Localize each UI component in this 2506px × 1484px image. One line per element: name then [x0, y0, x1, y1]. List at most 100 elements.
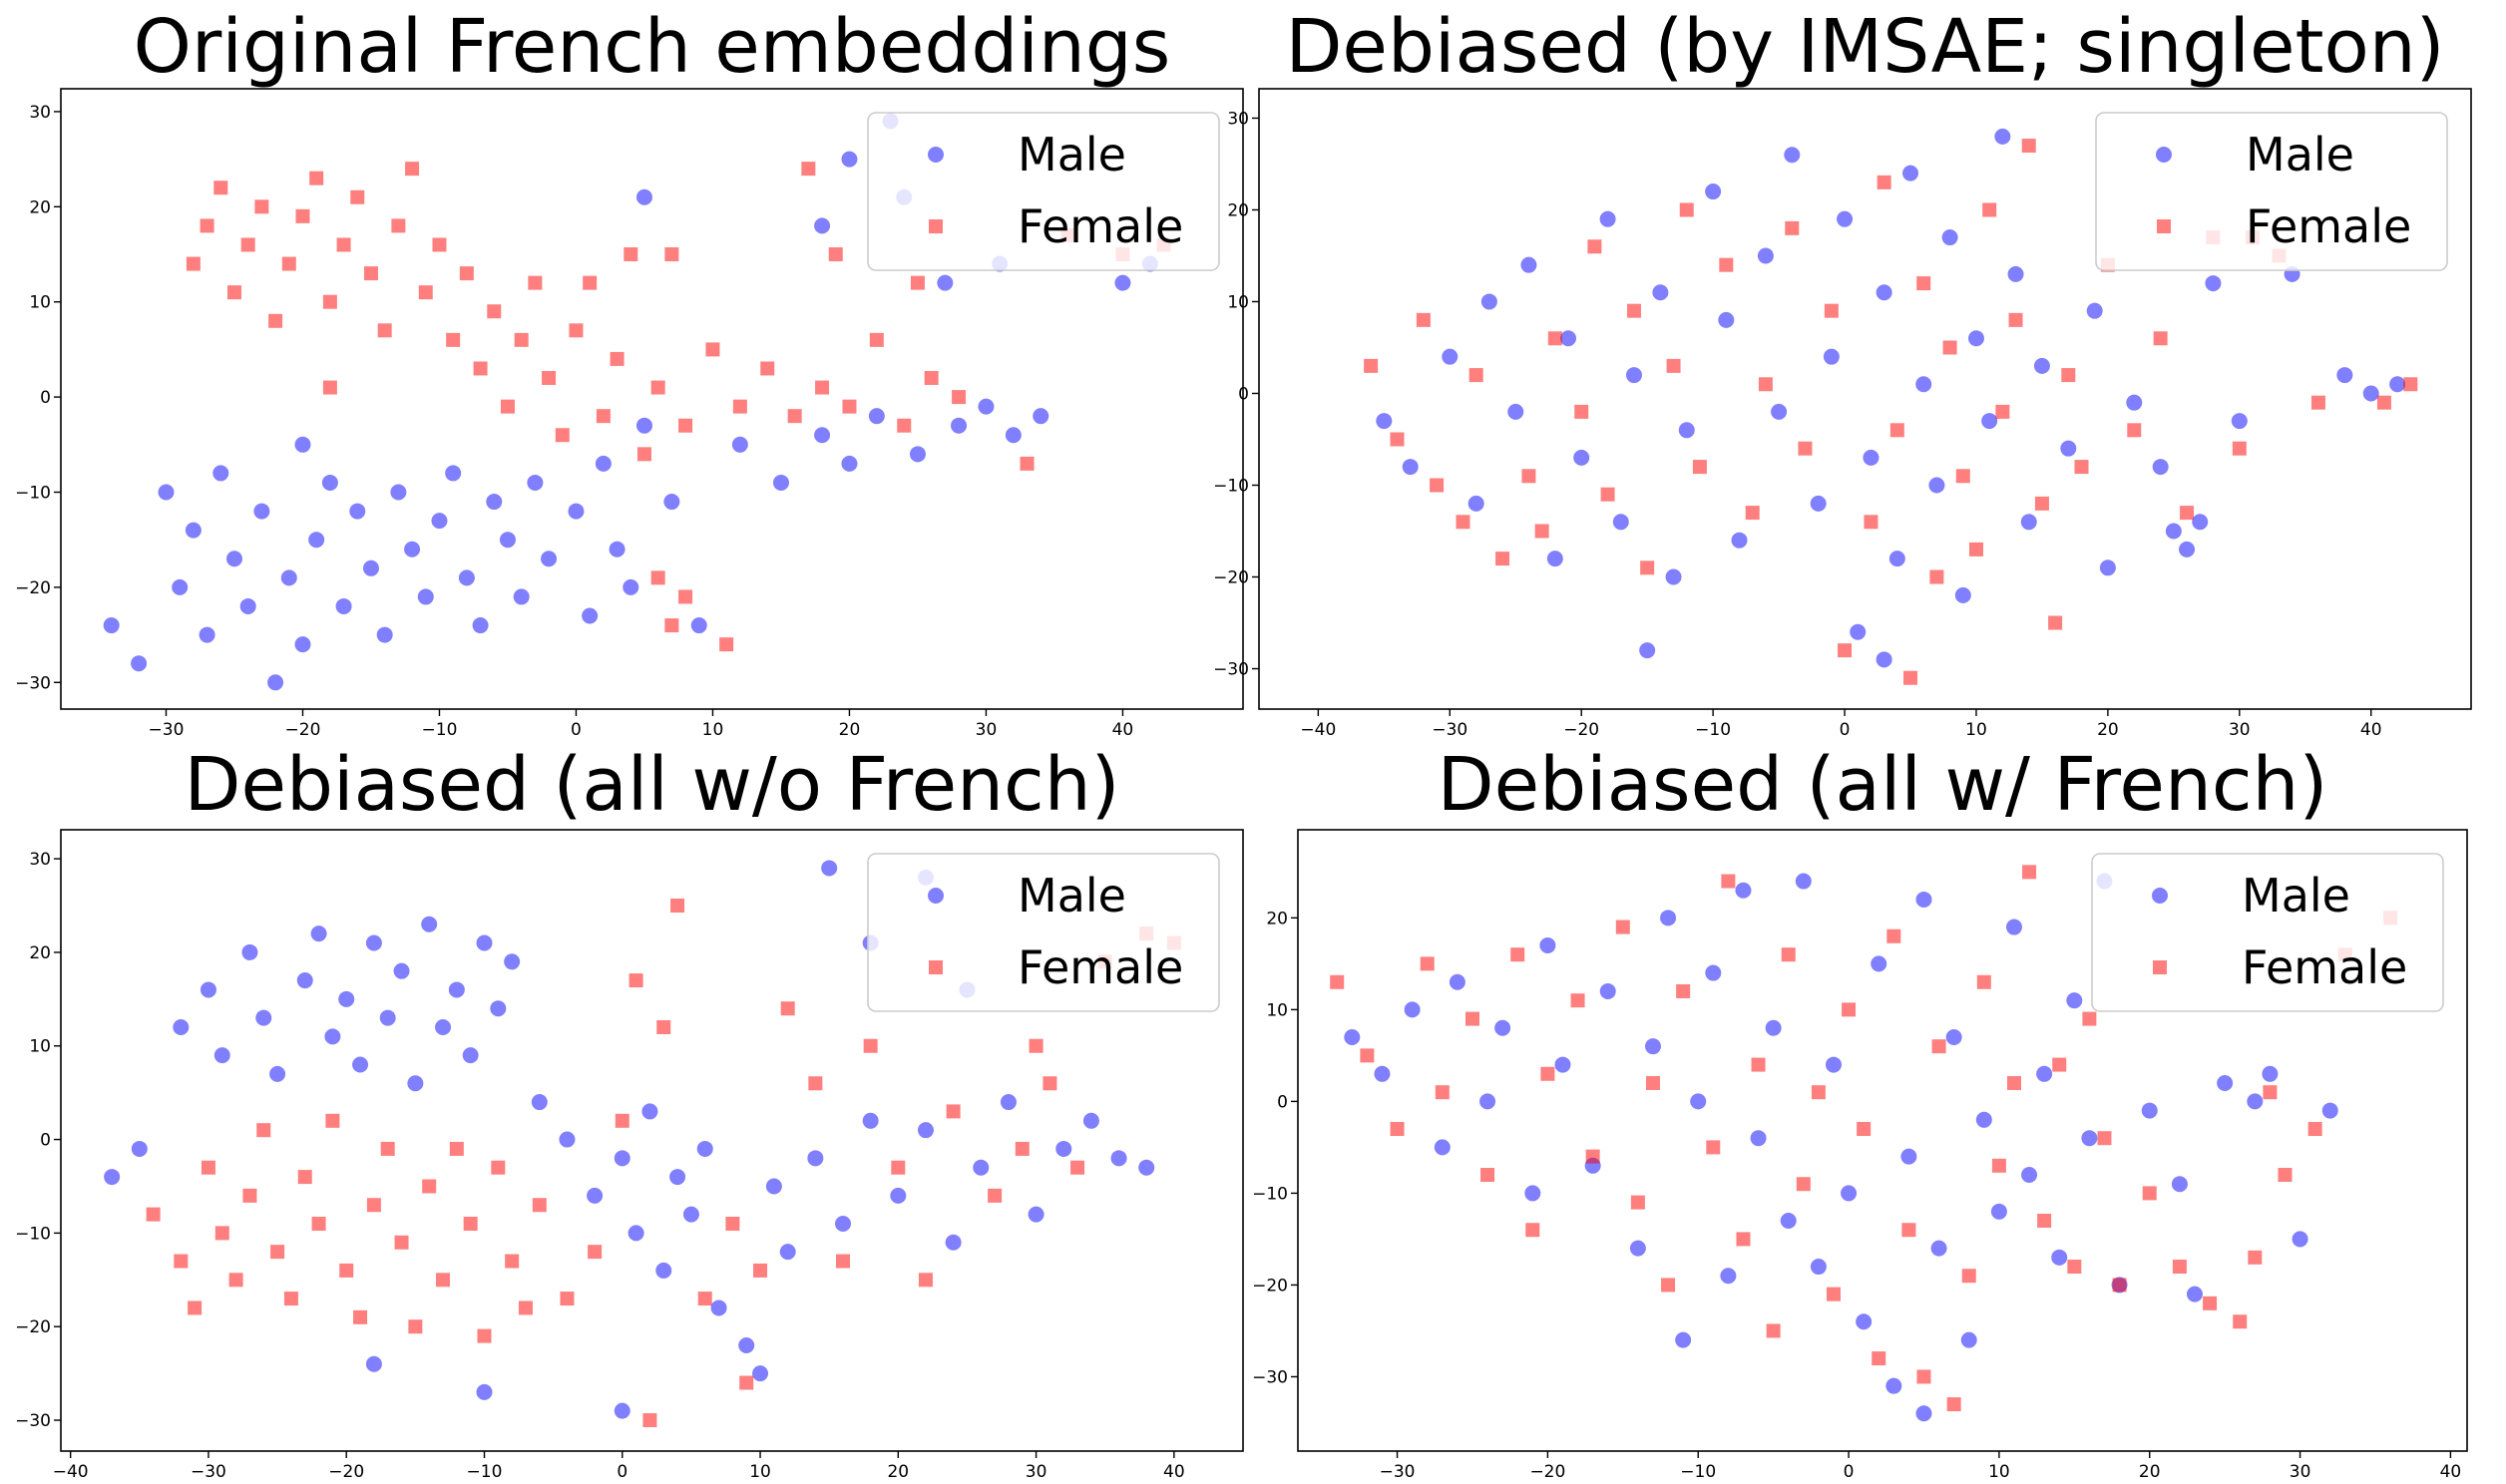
male-point — [587, 1187, 604, 1204]
male-point — [1539, 936, 1556, 953]
female-point — [405, 162, 420, 177]
male-point — [365, 934, 382, 951]
female-point — [1540, 1066, 1555, 1081]
male-point — [1876, 284, 1892, 301]
female-point — [491, 1160, 506, 1175]
male-point — [158, 484, 175, 501]
female-point — [1521, 469, 1536, 484]
female-point — [309, 171, 324, 186]
male-point — [635, 417, 652, 434]
male-point — [499, 532, 516, 549]
male-point — [1005, 427, 1022, 444]
axes-frame — [60, 829, 1244, 1452]
female-point — [2008, 312, 2023, 327]
male-point — [527, 474, 544, 491]
female-point — [1587, 239, 1602, 254]
x-tick-label: −40 — [1300, 720, 1336, 740]
female-point — [1811, 1085, 1826, 1100]
female-point — [678, 589, 693, 604]
y-tick-label: 10 — [29, 1037, 51, 1057]
female-point — [624, 246, 638, 261]
male-point — [595, 455, 612, 472]
female-point — [1955, 469, 1970, 484]
female-point — [2232, 441, 2247, 456]
female-point — [753, 1263, 768, 1278]
male-point — [472, 617, 489, 634]
panel-title: Debiased (all w/ French) — [1438, 742, 2328, 828]
female-point — [2061, 368, 2076, 383]
female-point — [1640, 560, 1655, 575]
male-point — [2186, 1286, 2203, 1302]
female-point — [739, 1375, 754, 1390]
female-point — [2403, 377, 2418, 392]
male-point — [2165, 523, 2182, 540]
male-point — [1402, 459, 1419, 476]
male-point — [1114, 274, 1131, 291]
axes-frame — [1297, 829, 2468, 1452]
female-point — [1468, 368, 1483, 383]
y-tick-label: −10 — [15, 483, 51, 503]
male-point — [1967, 330, 1984, 347]
panel-title: Original French embeddings — [134, 4, 1171, 90]
male-point — [504, 953, 521, 970]
male-point — [1665, 568, 1682, 585]
female-legend-marker — [2153, 960, 2167, 974]
female-point — [532, 1198, 547, 1213]
male-point — [945, 1234, 962, 1251]
legend-label: Female — [1018, 940, 1183, 994]
male-point — [407, 1075, 424, 1092]
male-point — [1442, 348, 1459, 365]
female-point — [828, 246, 843, 261]
legend-label: Male — [2246, 128, 2354, 182]
female-point — [459, 266, 474, 281]
male-point — [710, 1299, 727, 1316]
female-point — [863, 1038, 878, 1053]
male-point — [1374, 1065, 1391, 1082]
male-point — [1871, 955, 1887, 972]
y-tick-label: 0 — [40, 388, 51, 408]
female-point — [2307, 1121, 2322, 1136]
male-point — [609, 541, 626, 557]
female-point — [2082, 1011, 2097, 1026]
panel-title: Debiased (all w/o French) — [185, 742, 1120, 828]
female-point — [1976, 974, 1991, 989]
female-point — [1916, 276, 1931, 291]
male-point — [1678, 422, 1695, 439]
male-point — [2389, 376, 2406, 393]
x-tick-label: 30 — [2290, 1462, 2311, 1482]
x-tick-label: 20 — [887, 1462, 909, 1482]
male-point — [321, 474, 338, 491]
male-point — [2051, 1249, 2068, 1266]
male-point — [1876, 651, 1892, 668]
male-point — [103, 617, 120, 634]
male-point — [324, 1028, 341, 1045]
male-point — [2086, 302, 2103, 319]
male-point — [225, 551, 242, 567]
female-point — [1857, 1121, 1872, 1136]
female-point — [2034, 496, 2049, 511]
y-tick-label: −10 — [15, 1224, 51, 1244]
male-point — [841, 455, 858, 472]
male-point — [1629, 1240, 1646, 1257]
male-point — [404, 541, 421, 557]
female-point — [2153, 331, 2168, 346]
male-point — [1757, 247, 1774, 264]
male-point — [1784, 147, 1801, 164]
y-tick-label: −20 — [15, 1317, 51, 1337]
male-point — [2036, 1065, 2053, 1082]
female-point — [1360, 1048, 1375, 1063]
female-point — [1889, 423, 1904, 438]
male-point — [541, 551, 558, 567]
legend-box — [867, 853, 1220, 1012]
female-point — [869, 332, 884, 347]
female-point — [394, 1235, 409, 1250]
male-point — [779, 1244, 796, 1261]
female-point — [1615, 920, 1630, 934]
male-point — [2126, 394, 2143, 411]
male-point — [1644, 1038, 1661, 1055]
female-point — [808, 1076, 823, 1091]
female-point — [1903, 670, 1918, 685]
male-point — [1994, 128, 2011, 145]
legend-box — [867, 112, 1220, 271]
x-tick-label: 0 — [1840, 720, 1851, 740]
